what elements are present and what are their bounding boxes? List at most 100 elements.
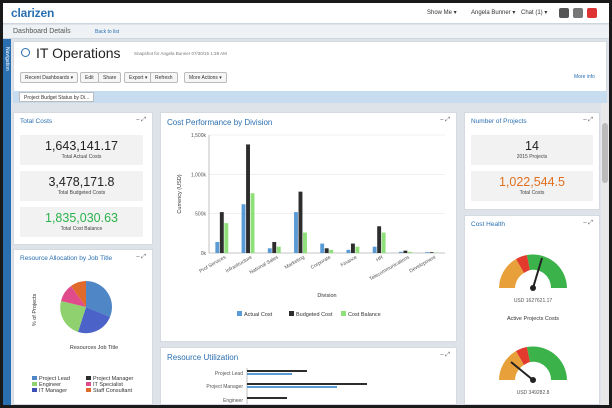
utilization-bar[interactable] xyxy=(247,370,307,372)
bar[interactable] xyxy=(429,252,434,253)
utilization-row-label: Project Manager xyxy=(206,384,243,390)
bar[interactable] xyxy=(215,241,220,253)
x-tick-label: Corporate xyxy=(310,254,332,270)
legend-swatch xyxy=(86,376,91,380)
gauge-value-label: USD 349282.8 xyxy=(517,390,550,396)
legend-entry: Staff Consultant xyxy=(93,388,133,394)
bar[interactable] xyxy=(346,249,351,253)
pie-slice-engineer[interactable] xyxy=(60,301,86,332)
number-of-projects-panel: Number of Projects – ⤢ 14 2015 Projects … xyxy=(464,112,600,210)
panel-controls[interactable]: – ⤢ xyxy=(583,220,593,226)
pie-slice-project-lead[interactable] xyxy=(86,281,112,317)
total-costs-title: Total Costs xyxy=(20,118,53,125)
utilization-chart: Project Lead Project Manager Engineer xyxy=(206,368,367,404)
legend-entry: Project Manager xyxy=(93,376,134,382)
user-menu[interactable]: Angela Bunner ▾ xyxy=(471,10,516,16)
bar[interactable] xyxy=(377,226,382,253)
notification-icon[interactable] xyxy=(587,8,597,18)
legend-entry: IT Manager xyxy=(39,388,67,394)
pie-slice-project-manager[interactable] xyxy=(78,307,110,334)
bar[interactable] xyxy=(425,252,430,253)
stat-value: 1,835,030.63 xyxy=(45,211,118,225)
share-button[interactable]: Share xyxy=(98,72,122,83)
bar[interactable] xyxy=(398,251,403,253)
bar[interactable] xyxy=(381,232,386,253)
total-costs-panel: Total Costs – ⤢ 1,643,141.17 Total Actua… xyxy=(13,112,153,245)
pie-xlabel: Resources Job Title xyxy=(70,345,118,351)
pie-legend: Project Lead Project Manager Engineer IT Sp… xyxy=(32,376,134,394)
panel-controls[interactable]: – ⤢ xyxy=(136,117,146,123)
pie-slice-it-manager[interactable] xyxy=(71,281,86,307)
x-tick-label: National Sales xyxy=(249,254,280,276)
bar[interactable] xyxy=(329,249,334,253)
y-axis-label: Currency (USD) xyxy=(177,174,183,213)
show-me-menu[interactable]: Show Me ▾ xyxy=(427,10,457,16)
bar[interactable] xyxy=(324,248,329,253)
tab-project-budget-status[interactable]: Project Budget Status by Di... xyxy=(19,92,95,102)
gauge-caption: Active Projects Costs xyxy=(507,316,559,322)
y-tick-label: 0k xyxy=(201,251,207,257)
snapshot-text: Snapshot for Angela Bunner 07/30/15 1:39… xyxy=(134,51,227,56)
utilization-bar[interactable] xyxy=(247,383,367,385)
bar[interactable] xyxy=(372,246,377,253)
bar[interactable] xyxy=(355,246,360,253)
bar[interactable] xyxy=(224,223,229,253)
person-icon[interactable] xyxy=(573,8,583,18)
panel-controls[interactable]: – ⤢ xyxy=(583,117,593,123)
utilization-bar[interactable] xyxy=(247,373,292,375)
utilization-bar[interactable] xyxy=(247,397,287,399)
utilization-bar[interactable] xyxy=(247,386,337,388)
x-axis-label: Division xyxy=(317,293,336,299)
bar[interactable] xyxy=(303,232,307,253)
navigation-side-tab[interactable]: Navigation xyxy=(3,39,11,405)
panel-controls[interactable]: – ⤢ xyxy=(440,352,450,358)
pie-chart: % of Projects Resources Job Title Projec… xyxy=(32,281,134,394)
edit-button[interactable]: Edit xyxy=(80,72,99,83)
bar[interactable] xyxy=(350,243,355,253)
bar[interactable] xyxy=(267,248,272,253)
legend-swatch xyxy=(32,382,37,386)
gauge-value-label: USD 1627621.17 xyxy=(514,298,553,304)
refresh-button[interactable]: Refresh xyxy=(150,72,178,83)
stat-value: 1,022,544.5 xyxy=(498,175,566,189)
resource-allocation-title: Resource Allocation by Job Title xyxy=(20,255,113,262)
export-button[interactable]: Export ▾ xyxy=(124,72,153,83)
more-info-link[interactable]: More info xyxy=(574,74,595,80)
panel-controls[interactable]: – ⤢ xyxy=(136,254,146,260)
bar[interactable] xyxy=(403,250,408,253)
bar[interactable] xyxy=(241,204,246,253)
pie-ylabel: % of Projects xyxy=(32,294,38,327)
bar[interactable] xyxy=(320,243,325,253)
bar[interactable] xyxy=(294,212,298,253)
resource-utilization-title: Resource Utilization xyxy=(167,353,239,362)
chat-menu[interactable]: Chat (1) ▾ xyxy=(521,10,548,16)
clarizen-logo: clarizen xyxy=(11,6,55,20)
bar[interactable] xyxy=(272,241,277,253)
bar[interactable] xyxy=(219,212,224,253)
cost-health-gauges: USD 1627621.17 Active Projects Costs USD… xyxy=(499,254,567,396)
x-tick-label: HR xyxy=(375,254,385,263)
stat-label: Total Cost Balance xyxy=(60,226,103,232)
page-scrollbar[interactable] xyxy=(601,103,609,405)
bar[interactable] xyxy=(246,144,250,253)
back-to-list-link[interactable]: Back to list xyxy=(95,29,120,35)
bar[interactable] xyxy=(298,191,303,253)
chat-bubble-icon[interactable] xyxy=(559,8,569,18)
bar[interactable] xyxy=(276,246,281,253)
scrollbar-thumb[interactable] xyxy=(602,123,608,183)
y-tick-label: 1,500k xyxy=(191,133,207,139)
bar[interactable] xyxy=(407,251,412,253)
stat-total-budgeted-costs: 3,478,171.8 Total Budgeted Costs xyxy=(20,171,143,201)
cost-health-panel: Cost Health – ⤢ USD 1627621.17 Active Pr… xyxy=(464,215,600,405)
more-actions-button[interactable]: More Actions ▾ xyxy=(184,72,227,83)
bar[interactable] xyxy=(250,193,255,253)
recent-dashboards-button[interactable]: Recent Dashboards ▾ xyxy=(20,72,79,83)
x-tick-label: Marketing xyxy=(284,254,306,270)
y-tick-label: 1,000k xyxy=(191,172,207,178)
panel-controls[interactable]: – ⤢ xyxy=(440,117,450,123)
legend-swatch xyxy=(32,376,37,380)
pie-slice-it-specialist[interactable] xyxy=(61,286,86,307)
legend-entry: IT Specialist xyxy=(93,382,123,388)
dashboard-tab-row: Project Budget Status by Di... xyxy=(13,91,607,103)
legend-swatch xyxy=(32,388,37,392)
